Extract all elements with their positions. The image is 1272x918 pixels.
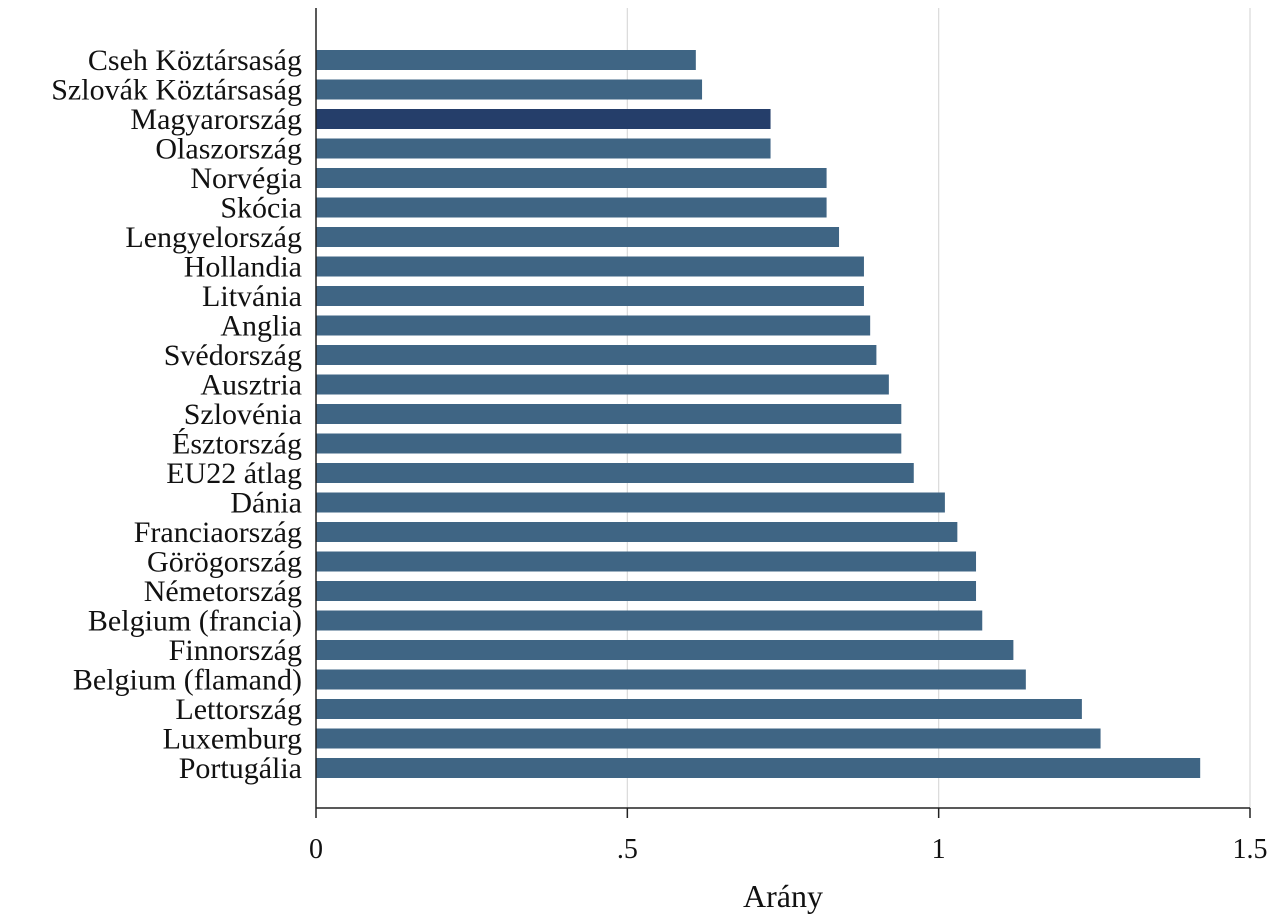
bar (316, 109, 771, 129)
bar (316, 492, 945, 513)
category-label: Finnország (169, 634, 302, 667)
category-label: Portugália (179, 752, 302, 785)
category-label: Anglia (220, 310, 302, 343)
bar (316, 699, 1082, 719)
category-label: Lengyelország (125, 221, 302, 254)
category-label: EU22 átlag (166, 457, 302, 490)
bar (316, 315, 871, 336)
x-tick-label: 1.5 (1233, 834, 1268, 865)
bar (316, 640, 1014, 660)
category-label: Franciaország (134, 516, 302, 549)
bar (316, 345, 877, 365)
bar (316, 404, 902, 424)
bar (316, 581, 977, 601)
category-label: Norvégia (190, 162, 302, 195)
category-label: Dánia (230, 487, 302, 520)
bar (316, 138, 771, 159)
category-label: Lettország (175, 693, 302, 726)
x-tick-label: 0 (309, 834, 323, 865)
category-label: Skócia (220, 192, 302, 225)
bar (316, 522, 958, 542)
x-ticks: 0 .5 1 1.5 (309, 808, 1268, 865)
bar (316, 286, 864, 306)
bar (316, 227, 840, 247)
category-label: Luxemburg (163, 723, 302, 756)
category-label: Belgium (francia) (88, 605, 302, 638)
category-label: Ausztria (200, 369, 302, 402)
bar (316, 79, 703, 100)
bar (316, 433, 902, 454)
bar (316, 197, 827, 218)
category-label: Szlovénia (184, 398, 302, 431)
category-label: Szlovák Köztársaság (51, 74, 302, 107)
bars (316, 50, 1201, 778)
category-label: Belgium (flamand) (73, 664, 302, 697)
bar (316, 50, 696, 70)
category-label: Németország (144, 575, 302, 608)
category-label: Olaszország (155, 133, 302, 166)
category-label: Svédország (164, 339, 302, 372)
bar (316, 551, 977, 572)
bar (316, 463, 914, 483)
x-tick-label: 1 (932, 834, 946, 865)
category-label: Görögország (147, 546, 302, 579)
bar (316, 758, 1201, 778)
bar (316, 669, 1026, 690)
bar (316, 256, 864, 277)
x-tick-label: .5 (617, 834, 638, 865)
bar (316, 168, 827, 188)
bar (316, 610, 983, 631)
category-label: Hollandia (184, 251, 302, 284)
category-label: Magyarország (130, 103, 302, 136)
category-label: Észtország (172, 428, 302, 461)
category-label: Cseh Köztársaság (88, 44, 302, 77)
category-label: Litvánia (202, 280, 302, 313)
bar (316, 374, 889, 395)
bar (316, 728, 1101, 749)
x-axis-title: Arány (743, 878, 823, 914)
axes (315, 8, 1250, 809)
